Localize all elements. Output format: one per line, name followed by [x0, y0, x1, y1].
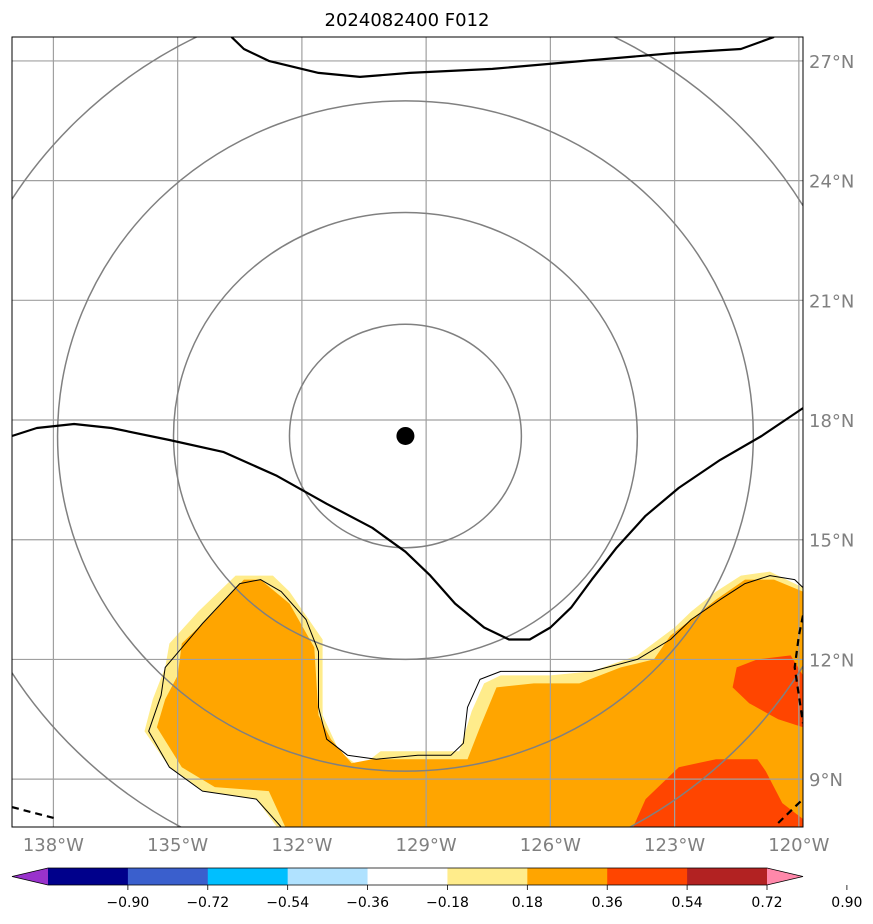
colorbar-segment — [447, 868, 528, 885]
colorbar-segment — [367, 868, 448, 885]
colorbar-segment — [48, 868, 129, 885]
lat-tick-label: 24°N — [809, 172, 854, 193]
lat-tick-label: 27°N — [809, 52, 854, 73]
colorbar-tick-label: 0.54 — [672, 895, 703, 911]
lon-tick-label: 120°W — [768, 835, 829, 856]
colorbar-tick-label: 0.36 — [592, 895, 623, 911]
lon-tick-label: 138°W — [23, 835, 84, 856]
region-shade-0.54-0.72-east — [732, 655, 803, 728]
contour-boundary-west — [148, 575, 803, 827]
range-rings — [12, 37, 803, 827]
shaded-regions — [12, 571, 803, 827]
colorbar-tick-label: −0.72 — [186, 895, 229, 911]
contour-isoline-central — [12, 407, 803, 641]
lon-tick-label: 129°W — [396, 835, 457, 856]
range-ring — [172, 211, 639, 661]
longitude-tick-labels: 138°W 135°W 132°W 129°W 126°W 123°W 120°W — [23, 835, 830, 856]
center-marker — [396, 426, 415, 445]
colorbar-extend-low — [12, 868, 48, 885]
colorbar-extend-high — [767, 868, 803, 885]
lon-tick-label: 135°W — [147, 835, 208, 856]
storm-center-dot — [396, 426, 415, 445]
colorbar-tick-label: 0.72 — [751, 895, 782, 911]
range-ring — [56, 100, 755, 772]
contour-isoline-negative-se — [777, 798, 803, 824]
map-plot-area — [12, 37, 803, 827]
lon-tick-label: 123°W — [644, 835, 705, 856]
lat-tick-label: 15°N — [809, 531, 854, 552]
contour-lines — [12, 37, 803, 827]
region-shade-0.54-0.72-south — [633, 759, 803, 827]
colorbar-tick-label: 0.18 — [512, 895, 543, 911]
colorbar: −0.90 −0.72 −0.54 −0.36 −0.18 0.18 0.36 0.54 0.7… — [11, 867, 862, 911]
colorbar-segment — [207, 868, 289, 885]
colorbar-segment — [287, 868, 369, 885]
colorbar-tick-label: 0.90 — [831, 895, 862, 911]
lat-tick-label: 21°N — [809, 291, 854, 312]
colorbar-tick-label: −0.90 — [106, 895, 149, 911]
latitude-tick-labels: 9°N 12°N 15°N 18°N 21°N 24°N 27°N — [809, 52, 854, 791]
map-frame — [11, 36, 804, 828]
lat-tick-label: 12°N — [809, 650, 854, 671]
contour-isoline-negative-east — [793, 615, 803, 724]
colorbar-segment — [127, 868, 209, 885]
colorbar-tick-label: −0.54 — [266, 895, 309, 911]
contour-isoline-north — [230, 37, 775, 79]
lon-tick-label: 126°W — [520, 835, 581, 856]
lat-tick-label: 18°N — [809, 411, 854, 432]
chart-title: 2024082400 F012 — [325, 10, 490, 31]
contour-isoline-negative-sw — [12, 806, 58, 821]
lat-tick-label: 9°N — [809, 770, 843, 791]
colorbar-tick-label: −0.18 — [426, 895, 469, 911]
lat-lon-grid — [12, 37, 803, 827]
lon-tick-label: 132°W — [271, 835, 332, 856]
colorbar-segment — [527, 868, 608, 885]
region-shade-0.36-0.54 — [156, 579, 803, 827]
colorbar-segment — [607, 868, 688, 885]
colorbar-tick-label: −0.36 — [346, 895, 389, 911]
range-ring — [288, 323, 523, 549]
colorbar-segment — [687, 868, 768, 885]
